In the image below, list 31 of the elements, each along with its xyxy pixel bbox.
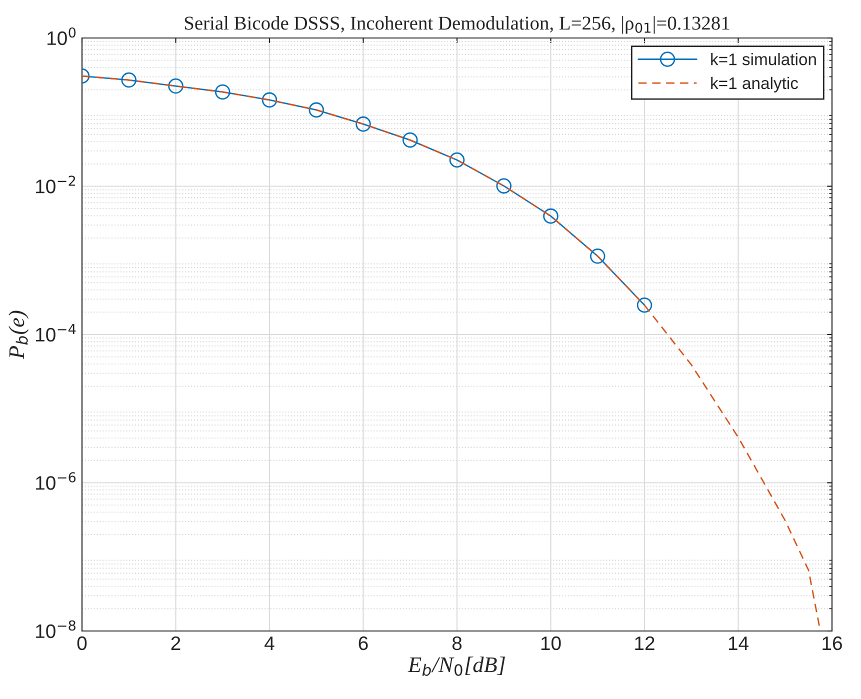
x-tick-label: 6 xyxy=(358,636,368,650)
x-tick-label: 2 xyxy=(171,636,180,650)
point xyxy=(168,78,184,94)
x-tick-label: 10 xyxy=(541,636,561,650)
point xyxy=(496,178,512,194)
x-tick-label: 16 xyxy=(822,636,842,650)
point xyxy=(590,248,606,264)
x-tick-label: 4 xyxy=(264,636,274,650)
y-tick-label: 10$^{−4}$ xyxy=(36,324,76,342)
point xyxy=(543,208,558,224)
y-axis-title: P$_{b}$(e) xyxy=(8,310,29,360)
x-tick-label: 0 xyxy=(77,636,87,650)
point xyxy=(308,102,324,118)
point xyxy=(356,116,371,132)
y-tick-label: 10$^{−6}$ xyxy=(36,472,76,490)
legend-label: k=1 simulation xyxy=(711,53,816,66)
x-tick-label: 12 xyxy=(635,636,654,650)
x-tick-label: 14 xyxy=(728,636,748,650)
legend-label: k=1 analytic xyxy=(711,76,798,92)
y-tick-label: 10$^{−2}$ xyxy=(36,176,76,194)
y-tick-label: 10$^{0}$ xyxy=(48,27,76,46)
point xyxy=(402,132,418,148)
point xyxy=(449,152,465,168)
x-axis-title: E$_{b}$/N$_{0}$[dB] xyxy=(408,656,505,676)
point xyxy=(262,92,278,108)
point xyxy=(121,72,137,88)
point xyxy=(214,84,230,100)
chart-title: Serial Bicode DSSS, Incoherent Demodulation, L=256, |ρ$_{01}$|=0.13281 xyxy=(184,16,730,34)
y-tick-label: 10$^{−8}$ xyxy=(36,620,76,638)
point xyxy=(636,297,652,313)
x-tick-label: 8 xyxy=(452,636,462,650)
